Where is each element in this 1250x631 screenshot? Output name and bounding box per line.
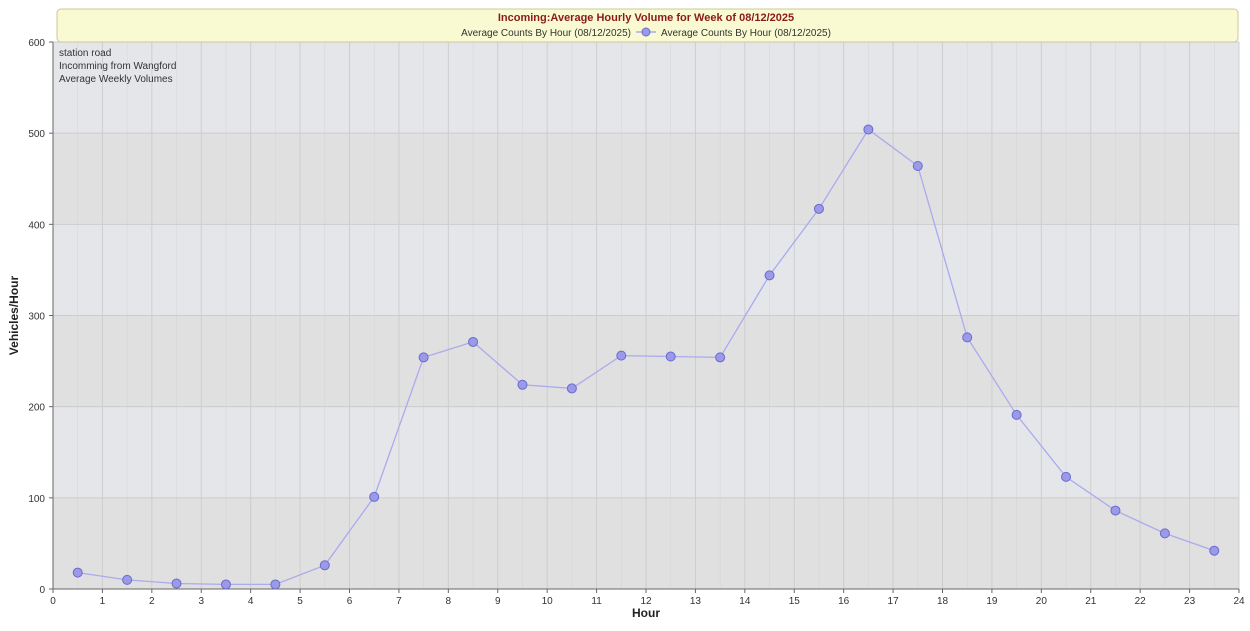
x-tick-label: 16 <box>838 596 850 607</box>
annotation-line: Average Weekly Volumes <box>59 74 173 85</box>
data-point-marker[interactable] <box>1110 505 1121 516</box>
x-tick-label: 6 <box>347 596 353 607</box>
x-tick-label: 14 <box>739 596 751 607</box>
x-tick-label: 5 <box>297 596 303 607</box>
data-point-marker[interactable] <box>813 203 824 214</box>
x-tick-label: 2 <box>149 596 155 607</box>
data-point-marker[interactable] <box>418 352 429 363</box>
data-point-marker[interactable] <box>1061 471 1072 482</box>
chart-title: Incoming:Average Hourly Volume for Week … <box>498 12 794 24</box>
x-tick-label: 19 <box>986 596 998 607</box>
data-point-marker[interactable] <box>1209 545 1220 556</box>
data-point-marker[interactable] <box>715 352 726 363</box>
series-line <box>77 128 1215 586</box>
x-tick-label: 17 <box>888 596 900 607</box>
x-tick-label: 21 <box>1085 596 1097 607</box>
data-point-marker[interactable] <box>764 270 775 281</box>
header-box <box>56 8 1239 43</box>
x-tick-label: 12 <box>640 596 652 607</box>
data-point-marker[interactable] <box>863 124 874 135</box>
x-tick-label: 22 <box>1135 596 1147 607</box>
legend-marker-swatch <box>641 27 651 37</box>
data-point-marker[interactable] <box>319 560 330 571</box>
x-tick-label: 10 <box>542 596 554 607</box>
annotation-line: Incomming from Wangford <box>59 61 176 72</box>
grid-lines <box>52 41 1240 590</box>
x-tick-label: 8 <box>446 596 452 607</box>
x-tick-label: 9 <box>495 596 501 607</box>
y-tick-label: 0 <box>39 585 45 596</box>
series-group <box>72 124 1220 590</box>
y-tick-label: 400 <box>28 220 45 231</box>
axes: 0 1 2 3 4 5 6 7 8 9 10 11 12 13 14 15 16 17 18 19 20 21 22 23 24… <box>28 38 1245 607</box>
x-tick-label: 20 <box>1036 596 1048 607</box>
data-point-marker[interactable] <box>912 160 923 171</box>
x-tick-label: 1 <box>100 596 106 607</box>
y-tick-label: 500 <box>28 129 45 140</box>
data-point-marker[interactable] <box>665 351 676 362</box>
annotation-block: station road Incomming from Wangford Ave… <box>59 48 176 85</box>
x-tick-label: 4 <box>248 596 254 607</box>
x-tick-label: 23 <box>1184 596 1196 607</box>
data-point-marker[interactable] <box>468 336 479 347</box>
x-tick-label: 3 <box>198 596 204 607</box>
x-tick-label: 13 <box>690 596 702 607</box>
data-point-marker[interactable] <box>220 579 231 590</box>
data-point-marker[interactable] <box>171 578 182 589</box>
data-point-marker[interactable] <box>72 567 83 578</box>
y-tick-label: 200 <box>28 403 45 414</box>
x-tick-label: 15 <box>789 596 801 607</box>
data-point-marker[interactable] <box>962 332 973 343</box>
data-point-marker[interactable] <box>122 574 133 585</box>
y-tick-label: 600 <box>28 38 45 49</box>
annotation-line: station road <box>59 48 111 59</box>
x-tick-label: 11 <box>591 596 602 607</box>
y-tick-label: 300 <box>28 312 45 323</box>
data-point-marker[interactable] <box>369 491 380 502</box>
x-tick-label: 24 <box>1233 596 1245 607</box>
x-tick-label: 7 <box>396 596 402 607</box>
x-tick-label: 0 <box>50 596 56 607</box>
y-tick-label: 100 <box>28 494 45 505</box>
legend-entry-right: Average Counts By Hour (08/12/2025) <box>661 28 831 39</box>
data-point-marker[interactable] <box>1159 528 1170 539</box>
data-point-marker[interactable] <box>616 350 627 361</box>
data-point-marker[interactable] <box>1011 409 1022 420</box>
legend-entry-left: Average Counts By Hour (08/12/2025) <box>461 28 631 39</box>
y-axis-label: Vehicles/Hour <box>7 275 21 355</box>
data-point-marker[interactable] <box>566 383 577 394</box>
data-point-marker[interactable] <box>517 379 528 390</box>
x-tick-label: 18 <box>937 596 949 607</box>
data-point-marker[interactable] <box>270 579 281 590</box>
chart-header: Incoming:Average Hourly Volume for Week … <box>56 8 1239 43</box>
x-axis-label: Hour <box>632 606 660 620</box>
